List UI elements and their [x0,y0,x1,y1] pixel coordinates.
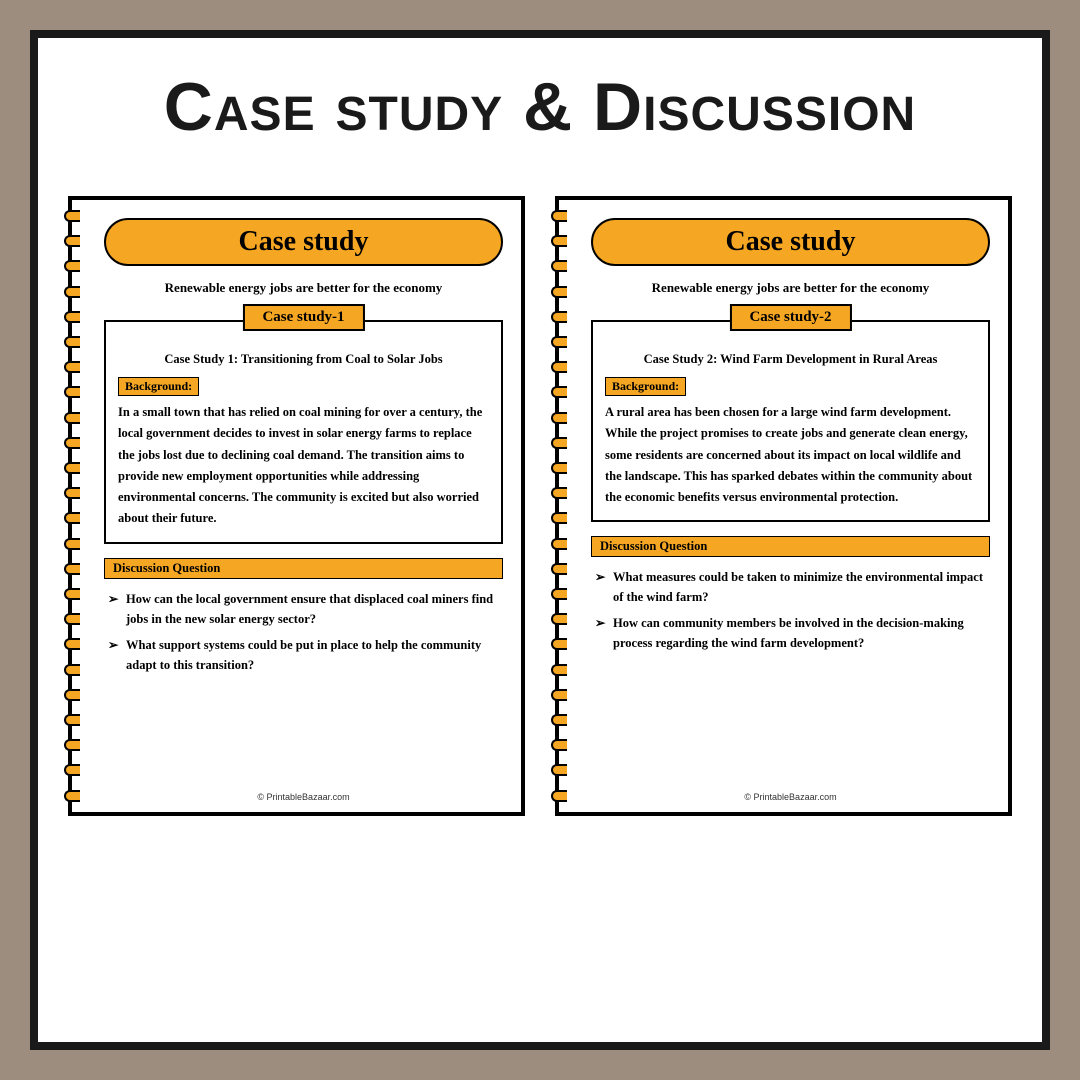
spiral-ring [64,588,80,600]
question-item: How can community members be involved in… [595,613,990,653]
spiral-ring [551,790,567,802]
main-title: Case study & Discussion [68,68,1012,146]
spiral-ring [551,764,567,776]
spiral-binding [64,210,82,802]
case-study-box: Case study-2 Case Study 2: Wind Farm Dev… [591,320,990,522]
spiral-ring [551,739,567,751]
worksheet-page-1: Case study Renewable energy jobs are bet… [68,196,525,816]
spiral-ring [64,613,80,625]
spiral-ring [551,613,567,625]
spiral-ring [551,386,567,398]
spiral-ring [551,689,567,701]
background-text: A rural area has been chosen for a large… [605,402,976,508]
spiral-ring [64,386,80,398]
spiral-ring [64,689,80,701]
spiral-ring [551,311,567,323]
spiral-ring [551,260,567,272]
spiral-ring [551,286,567,298]
spiral-ring [64,739,80,751]
discussion-question-label: Discussion Question [591,536,990,557]
spiral-ring [551,336,567,348]
spiral-ring [551,538,567,550]
spiral-ring [64,311,80,323]
spiral-ring [64,638,80,650]
page-footer: © PrintableBazaar.com [591,792,990,802]
question-list: How can the local government ensure that… [104,589,503,681]
spiral-ring [64,538,80,550]
spiral-ring [64,336,80,348]
background-label: Background: [605,377,686,396]
spiral-ring [551,664,567,676]
worksheet-page-2: Case study Renewable energy jobs are bet… [555,196,1012,816]
spiral-ring [64,437,80,449]
spiral-ring [551,563,567,575]
page-subtitle: Renewable energy jobs are better for the… [104,280,503,296]
spiral-ring [64,210,80,222]
question-list: What measures could be taken to minimize… [591,567,990,659]
spiral-ring [64,714,80,726]
discussion-question-label: Discussion Question [104,558,503,579]
page-footer: © PrintableBazaar.com [104,792,503,802]
question-item: How can the local government ensure that… [108,589,503,629]
background-text: In a small town that has relied on coal … [118,402,489,530]
spiral-ring [64,764,80,776]
spiral-ring [551,714,567,726]
page-subtitle: Renewable energy jobs are better for the… [591,280,990,296]
spiral-ring [551,210,567,222]
spiral-ring [64,790,80,802]
outer-frame: Case study & Discussion Case study Renew… [30,30,1050,1050]
spiral-ring [551,638,567,650]
spiral-binding [551,210,569,802]
spiral-ring [64,487,80,499]
spiral-ring [64,235,80,247]
spiral-ring [551,462,567,474]
case-heading: Case Study 2: Wind Farm Development in R… [605,352,976,367]
pages-row: Case study Renewable energy jobs are bet… [68,196,1012,1012]
question-item: What support systems could be put in pla… [108,635,503,675]
spiral-ring [551,235,567,247]
page-header-pill: Case study [591,218,990,266]
spiral-ring [64,512,80,524]
background-label: Background: [118,377,199,396]
case-heading: Case Study 1: Transitioning from Coal to… [118,352,489,367]
case-tab: Case study-2 [729,304,851,331]
spiral-ring [64,286,80,298]
case-study-box: Case study-1 Case Study 1: Transitioning… [104,320,503,544]
case-tab: Case study-1 [242,304,364,331]
spiral-ring [551,437,567,449]
question-item: What measures could be taken to minimize… [595,567,990,607]
spiral-ring [64,462,80,474]
spiral-ring [64,260,80,272]
spiral-ring [551,487,567,499]
spiral-ring [64,412,80,424]
spiral-ring [551,412,567,424]
spiral-ring [64,361,80,373]
spiral-ring [64,664,80,676]
page-header-pill: Case study [104,218,503,266]
spiral-ring [64,563,80,575]
spiral-ring [551,512,567,524]
spiral-ring [551,361,567,373]
spiral-ring [551,588,567,600]
